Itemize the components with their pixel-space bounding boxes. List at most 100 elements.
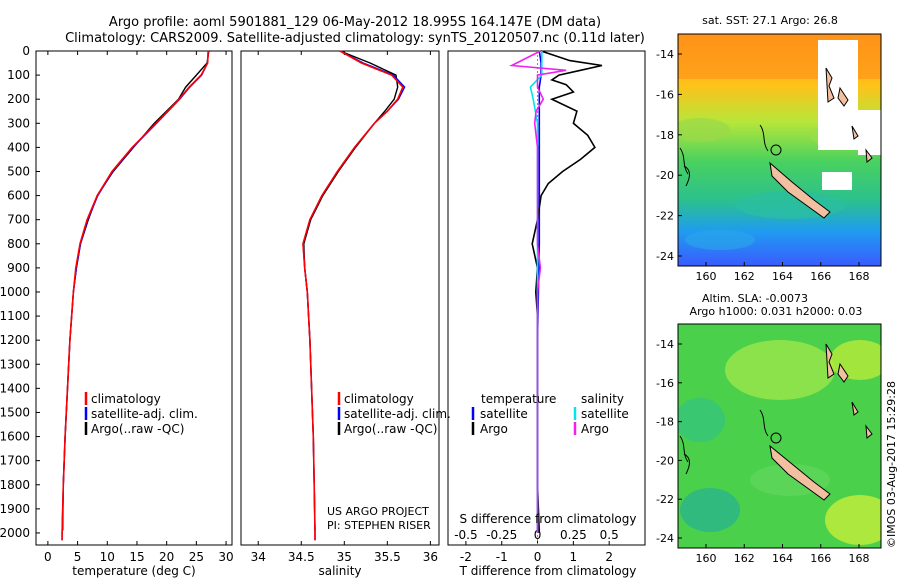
salinity-panel: 34 34.5 35 35.5 36	[251, 50, 438, 564]
x-tick-label: 25	[189, 550, 204, 564]
x-tick-label: 35.5	[374, 550, 401, 564]
legend-sal-satellite: satellite	[581, 407, 629, 421]
project-annotation: US ARGO PROJECT	[327, 505, 429, 518]
difference-panel-frame	[447, 50, 646, 546]
map-x-tick-label: 164	[772, 552, 793, 565]
t-difference-xlabel: T difference from climatology	[459, 564, 637, 578]
salinity-legend: climatology satellite-adj. clim. Argo(..…	[337, 392, 451, 436]
depth-tick-label: 0	[22, 44, 30, 58]
depth-tick-label: 1300	[0, 357, 30, 371]
temperature-panel-frame	[35, 50, 233, 546]
depth-tick-label: 1900	[0, 502, 30, 516]
x-tick-label: 5	[74, 550, 82, 564]
x-tick-label: 20	[159, 550, 174, 564]
x-tick-label: 30	[218, 550, 233, 564]
legend-satellite-adj: satellite-adj. clim.	[344, 407, 451, 421]
temperature-xlabel: temperature (deg C)	[72, 564, 195, 578]
depth-tick-label: 1500	[0, 405, 30, 419]
series-line-climatology	[302, 50, 404, 541]
sla-map-frame	[677, 323, 882, 549]
difference-legend: temperature satellite Argo salinity sate…	[471, 392, 629, 436]
map-x-tick-label: 168	[849, 552, 870, 565]
sst-map	[678, 34, 881, 266]
legend-temp-satellite: satellite	[480, 407, 528, 421]
salinity-xlabel: salinity	[318, 564, 361, 578]
series-line-argo	[62, 50, 210, 531]
x-tick-label: 15	[129, 550, 144, 564]
map-y-tick-label: -20	[656, 454, 674, 467]
map-y-tick-label: -24	[656, 250, 674, 263]
legend-argo: Argo(..raw -QC)	[91, 422, 184, 436]
depth-tick-label: 1400	[0, 381, 30, 395]
s-difference-xlabel: S difference from climatology	[460, 512, 637, 526]
difference-series-line	[531, 50, 603, 534]
map-y-tick-label: -18	[656, 129, 674, 142]
map-x-tick-label: 162	[734, 270, 755, 283]
map-y-tick-label: -20	[656, 169, 674, 182]
series-line-satellite-adj	[302, 50, 406, 541]
legend-climatology: climatology	[344, 392, 414, 406]
depth-tick-label: 1600	[0, 430, 30, 444]
map-x-tick-label: 166	[810, 552, 831, 565]
x-tick-label: 34	[251, 550, 266, 564]
sla-map-title-1: Altim. SLA: -0.0073	[702, 292, 808, 305]
temperature-legend: climatology satellite-adj. clim. Argo(..…	[84, 392, 198, 436]
depth-tick-label: 600	[7, 189, 30, 203]
sst-map-axes: -14 -16 -18 -20 -22 -24 160 162 164 166 168	[656, 48, 869, 283]
x-tick-label: 34.5	[288, 550, 315, 564]
map-x-tick-label: 166	[810, 270, 831, 283]
header-line-1: Argo profile: aoml 5901881_129 06-May-20…	[109, 15, 601, 30]
sla-map	[678, 324, 881, 548]
x-tick-label: 0	[534, 550, 542, 564]
legend-salinity-title: salinity	[581, 392, 624, 406]
depth-axis: 0 100 200 300 400 500 600 700 800 900 1000 1100 1200…	[0, 44, 40, 540]
map-y-tick-label: -14	[656, 48, 674, 61]
map-y-tick-label: -16	[656, 377, 674, 390]
depth-tick-label: 300	[7, 116, 30, 130]
depth-tick-label: 500	[7, 164, 30, 178]
salinity-panel-frame	[240, 50, 440, 546]
sla-map-title-2: Argo h1000: 0.031 h2000: 0.03	[690, 305, 863, 318]
x-tick-label: 0	[44, 550, 52, 564]
series-line-argo	[303, 50, 399, 531]
x-tick-label: -1	[496, 550, 508, 564]
depth-tick-label: 100	[7, 68, 30, 82]
footer-imos-stamp: ©IMOS 03-Aug-2017 15:29:28	[885, 381, 898, 548]
header-line-2: Climatology: CARS2009. Satellite-adjuste…	[65, 31, 645, 46]
s-tick-label: 0.25	[560, 528, 587, 542]
sla-map-axes: -14 -16 -18 -20 -22 -24 160 162 164 166 168	[656, 338, 869, 565]
depth-tick-label: 700	[7, 213, 30, 227]
legend-satellite-adj: satellite-adj. clim.	[91, 407, 198, 421]
x-tick-label: 10	[100, 550, 115, 564]
legend-temp-argo: Argo	[480, 422, 508, 436]
series-line-satellite-adj	[61, 50, 209, 541]
map-x-tick-label: 168	[849, 270, 870, 283]
legend-temperature-title: temperature	[481, 392, 556, 406]
sst-map-frame	[677, 33, 882, 267]
depth-tick-label: 900	[7, 261, 30, 275]
x-tick-label: 2	[605, 550, 613, 564]
x-tick-label: 1	[570, 550, 578, 564]
s-tick-label: -0.5	[454, 528, 477, 542]
depth-tick-label: 1700	[0, 454, 30, 468]
temperature-panel: 0 5 10 15 20 25 30	[44, 50, 234, 564]
map-x-tick-label: 160	[696, 552, 717, 565]
map-y-tick-label: -24	[656, 532, 674, 545]
map-y-tick-label: -18	[656, 416, 674, 429]
s-tick-label: 0.5	[600, 528, 619, 542]
map-x-tick-label: 164	[772, 270, 793, 283]
x-tick-label: 35	[337, 550, 352, 564]
depth-tick-label: 200	[7, 92, 30, 106]
s-tick-label: -0.25	[486, 528, 517, 542]
legend-argo: Argo(..raw -QC)	[344, 422, 437, 436]
depth-tick-label: 1800	[0, 478, 30, 492]
difference-series-line	[508, 50, 567, 533]
depth-tick-label: 400	[7, 140, 30, 154]
x-tick-label: 36	[423, 550, 438, 564]
depth-tick-label: 1100	[0, 309, 30, 323]
map-x-tick-label: 160	[696, 270, 717, 283]
depth-tick-label: 1000	[0, 285, 30, 299]
map-x-tick-label: 162	[734, 552, 755, 565]
depth-tick-label: 1200	[0, 333, 30, 347]
